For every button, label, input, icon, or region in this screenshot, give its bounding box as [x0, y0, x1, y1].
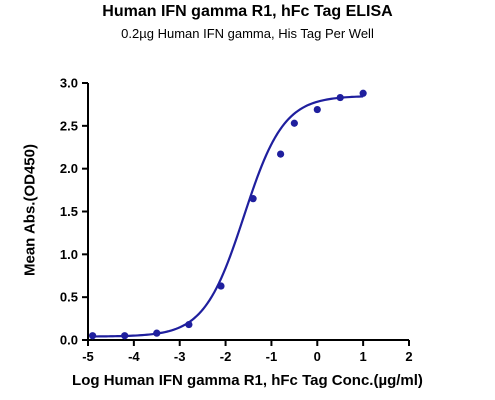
data-point: [336, 93, 344, 102]
data-point: [313, 105, 321, 114]
data-point: [217, 282, 225, 290]
y-tick-label: 0.0: [60, 333, 78, 348]
data-point: [249, 195, 257, 203]
axes: [87, 83, 409, 341]
data-point: [277, 150, 285, 158]
y-tick-label: 0.5: [60, 290, 78, 305]
x-tick-label: 1: [360, 349, 367, 364]
data-point: [153, 329, 161, 337]
fit-curve: [92, 95, 364, 338]
data-points: [88, 89, 367, 340]
y-tick-label: 1.0: [60, 247, 78, 262]
ticks: 0.0 0.5 1.0 1.5 2.0 2.5 3.0 -5 -4 -3 -2 -1 0 1 2: [60, 76, 413, 365]
x-tick-label: 2: [405, 349, 412, 364]
y-tick-label: 3.0: [60, 76, 78, 91]
fit-curve-group: [92, 95, 364, 338]
chart-subtitle: 0.2µg Human IFN gamma, His Tag Per Well: [121, 26, 374, 41]
y-tick-label: 2.5: [60, 118, 78, 133]
y-tick-label: 2.0: [60, 161, 78, 176]
data-point: [121, 332, 129, 340]
data-point: [359, 89, 367, 97]
y-axis-label: Mean Abs.(OD450): [21, 144, 39, 276]
x-tick-label: -1: [266, 349, 278, 364]
x-axis-label: Log Human IFN gamma R1, hFc Tag Conc.(µg…: [72, 372, 423, 389]
x-tick-label: -3: [174, 349, 186, 364]
data-point: [185, 320, 193, 329]
x-tick-label: -5: [82, 349, 94, 364]
data-point: [290, 119, 298, 127]
x-tick-label: -2: [220, 349, 232, 364]
data-point: [88, 332, 97, 340]
x-tick-label: 0: [314, 349, 321, 364]
y-tick-label: 1.5: [60, 204, 78, 219]
x-tick-label: -4: [128, 349, 140, 364]
chart-title: Human IFN gamma R1, hFc Tag ELISA: [102, 3, 393, 20]
